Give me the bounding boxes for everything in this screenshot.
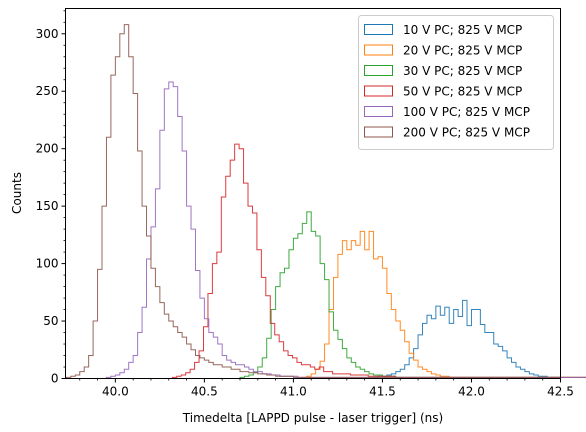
x-tick-label: 42.5 (547, 385, 574, 399)
x-axis: 40.0 40.5 41.0 41.5 42.0 42.5 (79, 378, 574, 399)
legend: 10 V PC; 825 V MCP 20 V PC; 825 V MCP 30 V… (358, 15, 554, 150)
series-3-histogram (171, 143, 586, 379)
x-tick-label: 42.0 (458, 385, 485, 399)
y-axis-title: Counts (10, 172, 24, 214)
y-tick-label: 50 (43, 314, 58, 328)
y-tick-label: 150 (36, 199, 59, 213)
series-5-histogram (65, 24, 561, 379)
legend-swatch (364, 106, 393, 117)
series-1-histogram (301, 230, 586, 379)
x-tick-label: 41.0 (280, 385, 307, 399)
y-tick-label: 250 (36, 84, 59, 98)
y-tick-label: 0 (51, 372, 59, 386)
plot-frame (65, 8, 561, 379)
legend-swatch (364, 126, 393, 138)
x-axis-title: Timedelta [LAPPD pulse - laser trigger] … (182, 411, 443, 425)
legend-swatch (364, 85, 393, 97)
legend-label: 10 V PC; 825 V MCP (403, 23, 522, 37)
x-tick-label: 40.0 (102, 385, 129, 399)
legend-label: 30 V PC; 825 V MCP (403, 64, 522, 78)
legend-label: 200 V PC; 825 V MCP (403, 126, 530, 140)
x-tick-label: 41.5 (369, 385, 396, 399)
legend-label: 50 V PC; 825 V MCP (403, 85, 522, 99)
series-0-histogram (373, 299, 561, 379)
series-layer (65, 24, 586, 379)
y-tick-label: 200 (36, 142, 59, 156)
legend-swatch (364, 44, 393, 56)
y-axis: 0 50 100 150 200 250 300 (36, 10, 66, 386)
legend-label: 20 V PC; 825 V MCP (403, 44, 522, 58)
legend-frame (358, 15, 554, 150)
legend-swatch (364, 65, 393, 76)
y-tick-label: 100 (36, 257, 59, 271)
x-tick-label: 40.5 (191, 385, 218, 399)
legend-label: 100 V PC; 825 V MCP (403, 105, 530, 119)
y-tick-label: 300 (36, 27, 59, 41)
legend-swatch (364, 24, 393, 35)
